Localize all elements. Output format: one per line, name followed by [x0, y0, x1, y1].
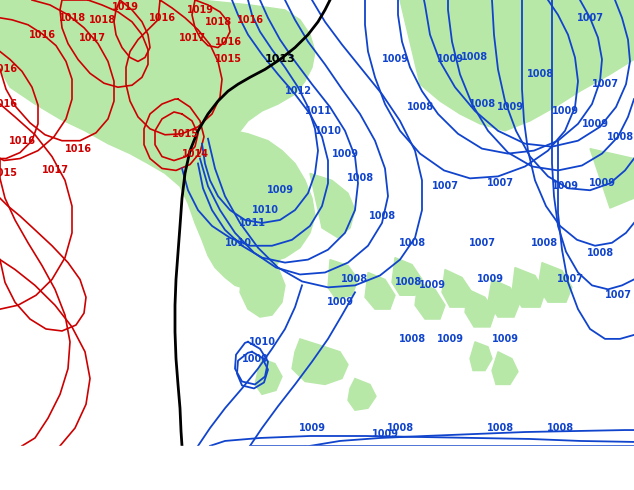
Text: 1008: 1008 — [526, 69, 553, 79]
Polygon shape — [492, 352, 518, 385]
Text: 1010: 1010 — [224, 238, 252, 248]
Text: 1010: 1010 — [252, 205, 278, 215]
Text: Surface pressure [hPa] ECMWF: Surface pressure [hPa] ECMWF — [5, 455, 205, 468]
Text: 1007: 1007 — [469, 238, 496, 248]
Text: 1011: 1011 — [304, 106, 332, 116]
Polygon shape — [145, 42, 178, 68]
Polygon shape — [202, 32, 238, 64]
Text: 1009: 1009 — [552, 106, 578, 116]
Text: 1008: 1008 — [531, 238, 559, 248]
Text: 1009: 1009 — [266, 185, 294, 195]
Polygon shape — [512, 268, 545, 307]
Text: 1008: 1008 — [486, 423, 514, 433]
Text: 1015: 1015 — [0, 169, 18, 178]
Text: 1016: 1016 — [8, 136, 36, 146]
Text: 1016: 1016 — [214, 37, 242, 47]
Text: 1019: 1019 — [112, 2, 138, 12]
Text: 1019: 1019 — [186, 5, 214, 15]
Text: 1009: 1009 — [581, 119, 609, 129]
Polygon shape — [240, 250, 285, 317]
Polygon shape — [348, 378, 376, 410]
Text: 1011: 1011 — [238, 218, 266, 228]
Polygon shape — [538, 263, 572, 302]
Text: 1008: 1008 — [462, 52, 489, 62]
Text: 1008: 1008 — [586, 247, 614, 258]
Text: 1008: 1008 — [607, 132, 633, 142]
Text: 1009: 1009 — [382, 54, 408, 65]
Polygon shape — [465, 289, 495, 327]
Polygon shape — [328, 260, 358, 299]
Text: 1009: 1009 — [327, 297, 354, 307]
Text: 1008: 1008 — [394, 277, 422, 288]
Polygon shape — [415, 282, 445, 319]
Text: 1007: 1007 — [576, 13, 604, 23]
Text: 1008: 1008 — [547, 423, 574, 433]
Text: 1016: 1016 — [236, 15, 264, 25]
Text: 1016: 1016 — [29, 30, 56, 40]
Text: 1009: 1009 — [299, 423, 325, 433]
Text: 1009: 1009 — [418, 280, 446, 291]
Text: 1008: 1008 — [469, 99, 496, 109]
Text: 1007: 1007 — [604, 290, 631, 300]
Text: 1018: 1018 — [58, 13, 86, 23]
Polygon shape — [590, 148, 634, 208]
Text: 1017: 1017 — [41, 166, 68, 175]
Text: 1009: 1009 — [242, 354, 269, 364]
Polygon shape — [365, 272, 395, 309]
Polygon shape — [292, 339, 348, 385]
Text: 1017: 1017 — [79, 33, 105, 43]
Text: 1018: 1018 — [88, 15, 115, 25]
Text: 1015: 1015 — [214, 54, 242, 65]
Polygon shape — [208, 129, 315, 263]
Polygon shape — [442, 270, 472, 307]
Text: 1017: 1017 — [179, 33, 205, 43]
Text: 1008: 1008 — [346, 173, 373, 183]
Text: 1009: 1009 — [436, 334, 463, 344]
Text: Mo 30-09-2024 06:00 UTC (06+120): Mo 30-09-2024 06:00 UTC (06+120) — [414, 455, 630, 465]
Polygon shape — [470, 342, 492, 370]
Text: 1010: 1010 — [249, 337, 276, 347]
Text: 1009: 1009 — [477, 274, 503, 284]
Text: 1016: 1016 — [65, 144, 91, 154]
Polygon shape — [488, 279, 520, 317]
Text: 1008: 1008 — [398, 238, 425, 248]
Text: 1009: 1009 — [491, 334, 519, 344]
Text: 1009: 1009 — [332, 148, 358, 159]
Text: 1014: 1014 — [181, 148, 209, 159]
Text: 1007: 1007 — [557, 274, 583, 284]
Polygon shape — [392, 258, 422, 295]
Text: 1008: 1008 — [368, 211, 396, 221]
Text: 1009: 1009 — [436, 54, 463, 65]
Polygon shape — [0, 0, 315, 289]
Text: 1009: 1009 — [552, 181, 578, 191]
Text: 1010: 1010 — [314, 126, 342, 136]
Text: 1009: 1009 — [372, 429, 399, 439]
Text: 1015: 1015 — [172, 129, 198, 139]
Text: 1008: 1008 — [398, 334, 425, 344]
Text: 1013: 1013 — [264, 54, 295, 65]
Text: 1007: 1007 — [592, 79, 619, 89]
Text: 1018: 1018 — [204, 17, 231, 27]
Text: 1016: 1016 — [148, 13, 176, 23]
Text: 1009: 1009 — [588, 178, 616, 188]
Text: 1009: 1009 — [496, 102, 524, 112]
Text: 1008: 1008 — [387, 423, 413, 433]
Text: 1016: 1016 — [0, 99, 18, 109]
Text: 1008: 1008 — [406, 102, 434, 112]
Text: 1008: 1008 — [342, 274, 368, 284]
Polygon shape — [255, 359, 282, 394]
Text: 1007: 1007 — [432, 181, 458, 191]
Text: ©weatheronline.co.uk: ©weatheronline.co.uk — [514, 473, 630, 483]
Text: 1016: 1016 — [0, 64, 18, 74]
Text: 1012: 1012 — [285, 86, 311, 96]
Polygon shape — [400, 0, 634, 131]
Polygon shape — [310, 173, 355, 238]
Text: 1007: 1007 — [486, 178, 514, 188]
